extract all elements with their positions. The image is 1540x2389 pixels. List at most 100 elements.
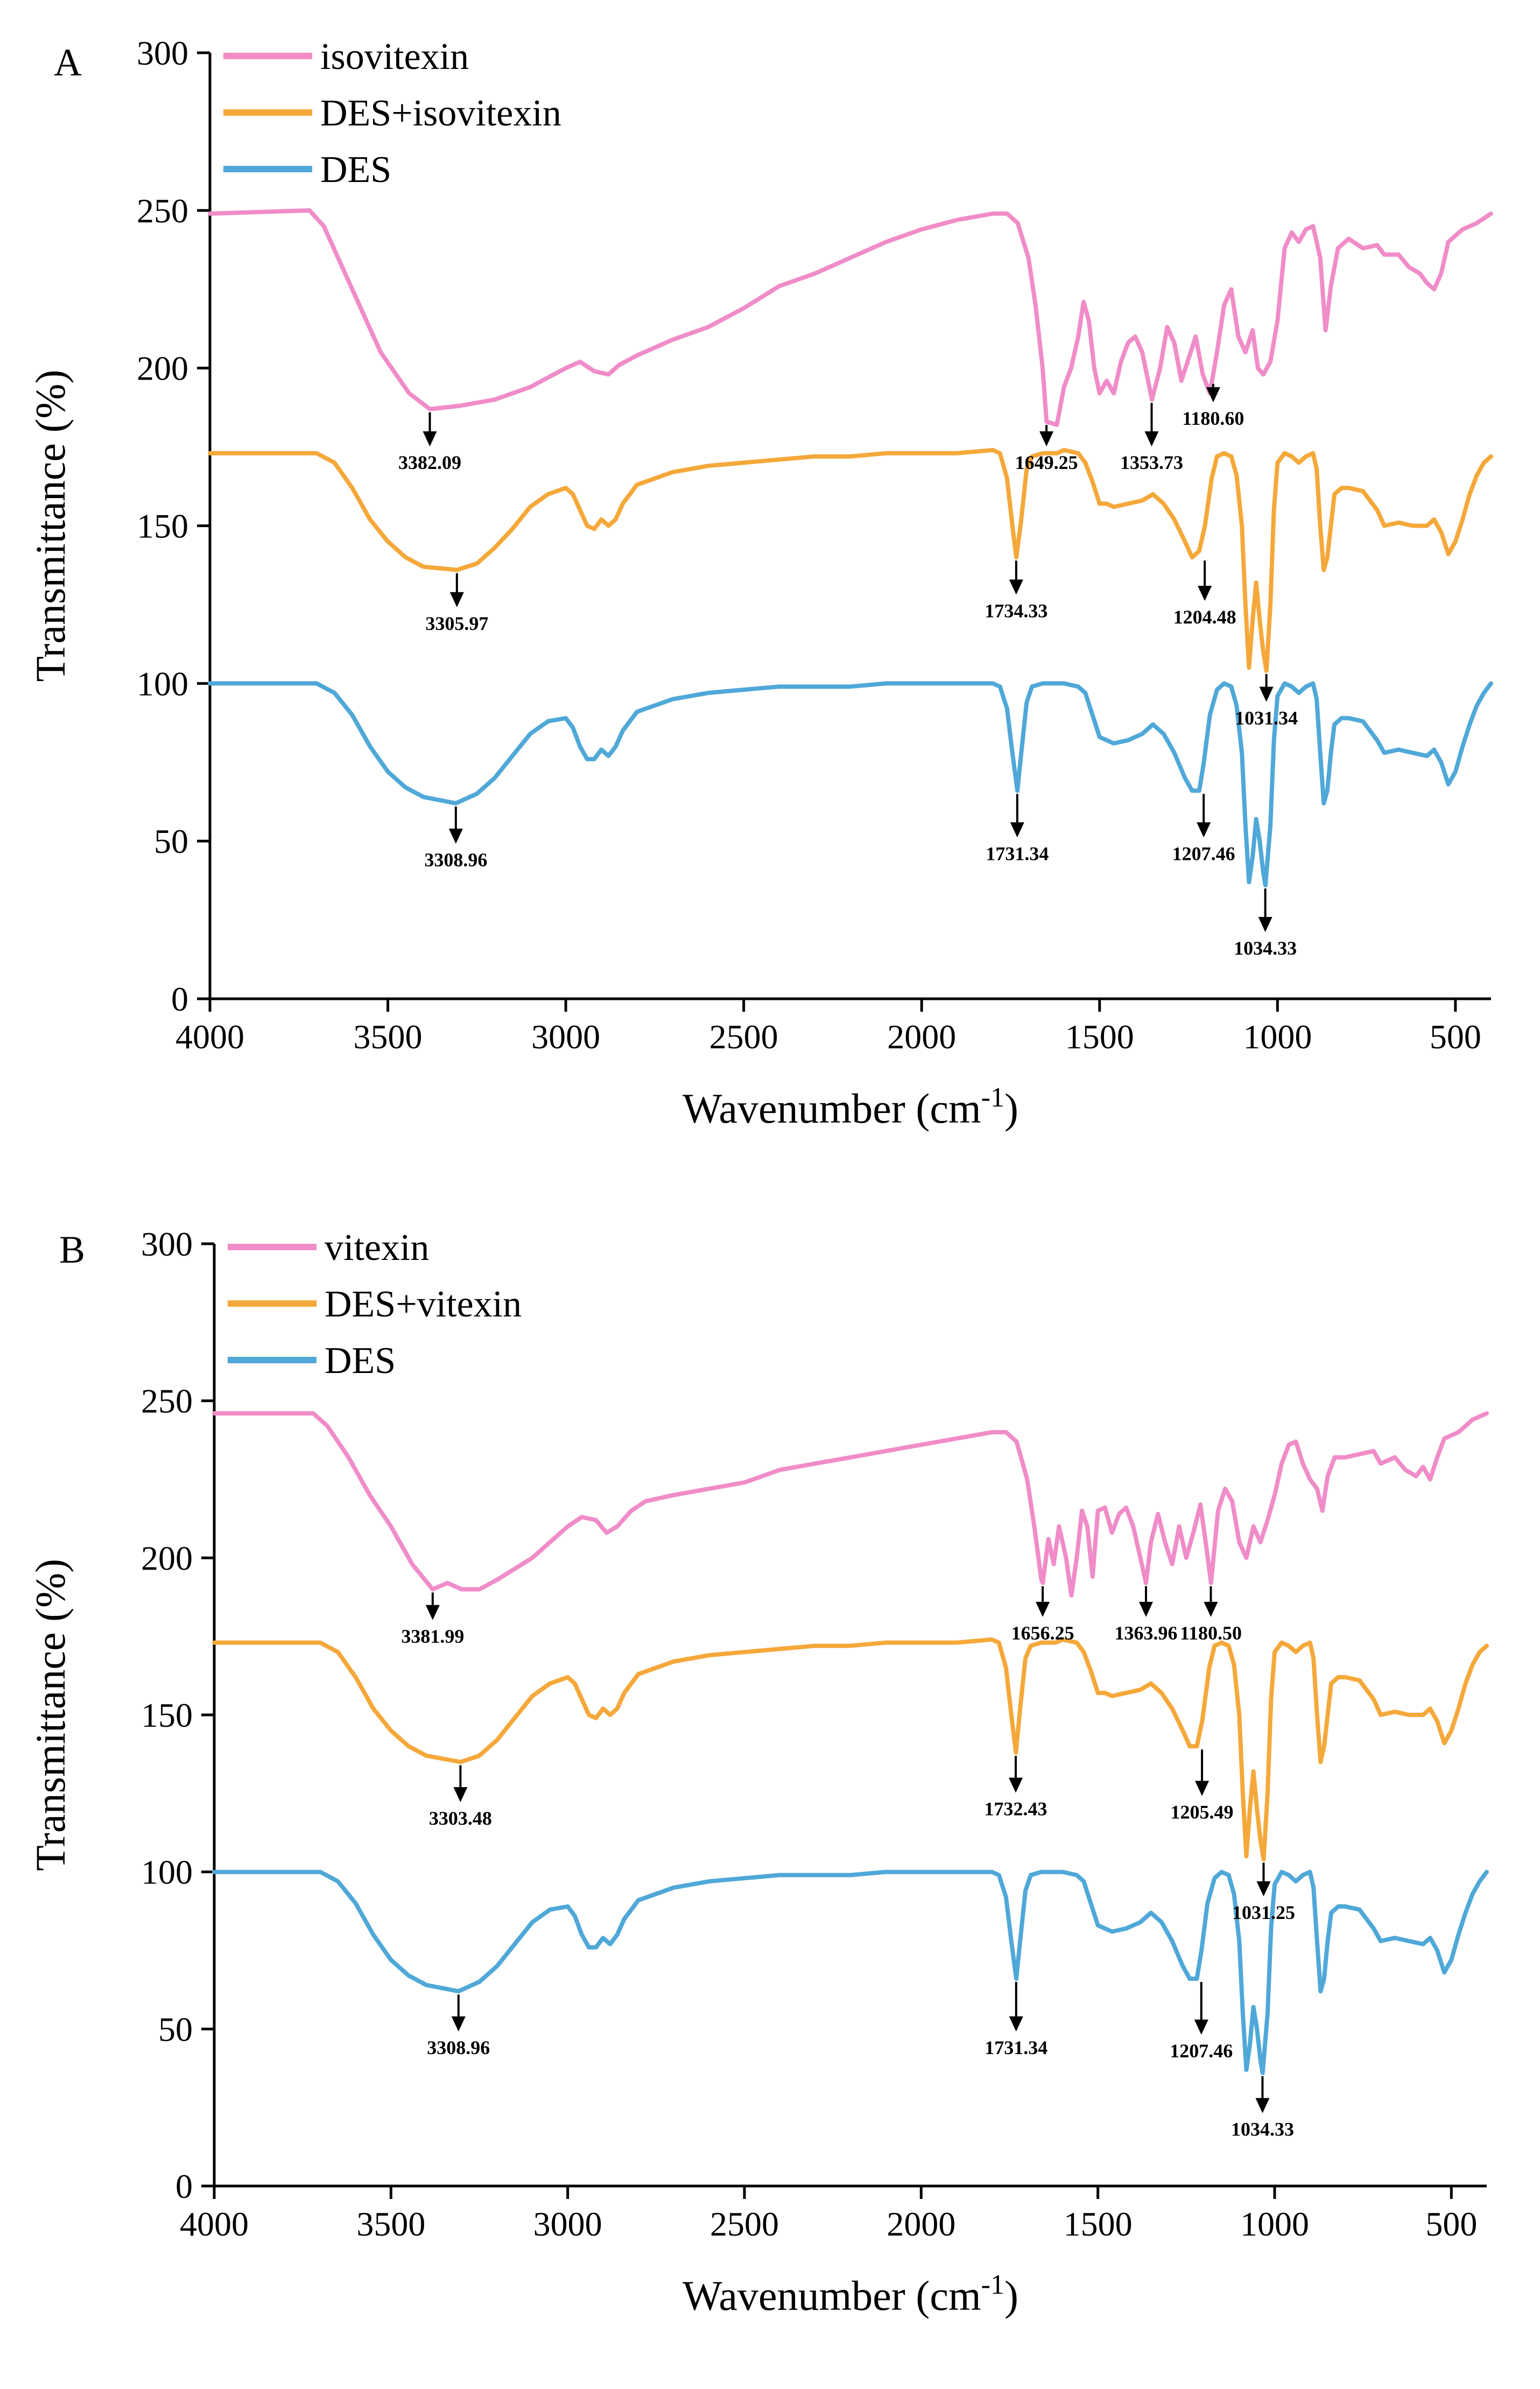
peak-label: 1363.96 <box>1114 1622 1177 1644</box>
legend-label: DES+vitexin <box>325 1284 522 1325</box>
legend-label: vitexin <box>325 1227 429 1269</box>
x-tick-label: 1500 <box>1065 1018 1134 1056</box>
peak-label: 1731.34 <box>986 843 1049 864</box>
x-tick-label: 500 <box>1430 1018 1481 1056</box>
y-tick-label: 50 <box>158 2010 193 2048</box>
chart-panel-a: A 0 50 100 150 200 250 300 4000 3500 3000 2500 2000 1… <box>27 34 1493 1132</box>
x-axis-label-close: ) <box>1004 1085 1018 1132</box>
peak-label: 1656.25 <box>1011 1622 1074 1644</box>
x-axis-label-main: Wavenumber (cm <box>683 2272 981 2319</box>
x-tick-label: 2000 <box>887 1018 956 1056</box>
series-line-des <box>212 1869 1489 2075</box>
series-line-des-vitexin <box>212 1637 1489 1862</box>
peak-arrowhead <box>1039 431 1054 447</box>
x-tick-label: 3000 <box>531 1018 600 1056</box>
y-tick-label: 250 <box>141 1382 193 1420</box>
y-tick-label: 300 <box>141 1225 193 1263</box>
x-tick-label: 4000 <box>175 1018 244 1056</box>
series-line-vitexin <box>212 1411 1489 1598</box>
peak-arrowhead <box>451 2016 466 2031</box>
x-tick-label: 3500 <box>354 1018 423 1056</box>
peak-arrowhead <box>1195 1781 1210 1796</box>
peak-label: 1180.60 <box>1182 408 1244 429</box>
peak-arrowhead <box>448 829 463 844</box>
peak-arrowhead <box>423 431 437 447</box>
peak-arrowhead <box>1144 431 1159 447</box>
x-tick-label: 2000 <box>887 2205 955 2243</box>
peak-arrowhead <box>1010 822 1024 838</box>
peak-arrowhead <box>1138 1602 1153 1617</box>
peak-arrowhead <box>1009 1777 1023 1793</box>
y-tick-label: 150 <box>137 507 188 545</box>
peak-label: 1734.33 <box>985 600 1047 621</box>
peak-label: 1649.25 <box>1015 452 1078 473</box>
x-tick-label: 1500 <box>1064 2205 1133 2243</box>
peak-arrowhead <box>1256 1881 1271 1897</box>
legend-label: DES <box>320 149 391 191</box>
peak-label: 1031.25 <box>1232 1902 1295 1923</box>
peak-label: 3381.99 <box>401 1626 464 1647</box>
y-axis-label: Transmittance (%) <box>27 1559 74 1871</box>
y-tick-label: 50 <box>154 822 188 860</box>
x-axis-label: Wavenumber (cm-1) <box>683 1082 1018 1132</box>
peak-label: 1031.34 <box>1235 707 1298 728</box>
peak-label: 1207.46 <box>1172 843 1235 864</box>
x-axis-label-close: ) <box>1004 2272 1018 2319</box>
peak-label: 3308.96 <box>427 2037 490 2058</box>
y-tick-label: 250 <box>137 192 188 230</box>
peak-label: 1034.33 <box>1234 937 1297 959</box>
peak-arrowhead <box>1197 822 1211 838</box>
peak-arrowhead <box>449 592 464 607</box>
axes <box>208 53 1491 1000</box>
legend-label: isovitexin <box>320 36 469 78</box>
panel-letter: B <box>59 1228 85 1271</box>
series-line-des-isovitexin <box>208 447 1493 673</box>
chart-panel-b: B 0 50 100 150 200 250 300 4000 3500 3000 2500 2000 1… <box>27 1225 1489 2319</box>
y-tick-label: 0 <box>175 2167 193 2205</box>
peak-arrowhead <box>425 1605 440 1620</box>
peak-label: 1034.33 <box>1231 2119 1294 2140</box>
y-tick-label: 100 <box>137 664 188 703</box>
panel-letter: A <box>54 41 82 84</box>
x-axis-label-sup: -1 <box>981 2269 1004 2300</box>
peak-arrowhead <box>1204 1602 1218 1617</box>
series-line-isovitexin <box>208 208 1493 428</box>
y-tick-label: 100 <box>141 1853 193 1891</box>
x-axis-label-sup: -1 <box>981 1082 1004 1113</box>
x-tick-label: 500 <box>1425 2205 1477 2243</box>
peak-label: 3382.09 <box>398 452 461 473</box>
x-tick-label: 1000 <box>1243 1018 1312 1056</box>
y-tick-label: 200 <box>137 349 188 388</box>
x-axis-label-main: Wavenumber (cm <box>683 1085 981 1132</box>
peak-arrowhead <box>1258 917 1272 933</box>
peak-label: 3308.96 <box>424 849 487 871</box>
peak-arrowhead <box>1206 387 1220 403</box>
x-tick-label: 2500 <box>710 2205 779 2243</box>
peak-label: 1353.73 <box>1120 452 1183 473</box>
peak-arrowhead <box>1194 2019 1208 2035</box>
x-tick-label: 3500 <box>356 2205 425 2243</box>
x-tick-label: 4000 <box>180 2205 249 2243</box>
y-axis-label: Transmittance (%) <box>27 370 74 682</box>
peak-label: 1204.48 <box>1173 606 1236 628</box>
y-tick-label: 300 <box>137 34 188 72</box>
peak-label: 1207.46 <box>1170 2040 1233 2062</box>
peak-label: 1732.43 <box>985 1798 1047 1820</box>
peak-label: 1180.50 <box>1180 1622 1242 1644</box>
peak-arrowhead <box>1255 2098 1270 2113</box>
legend-label: DES <box>325 1340 396 1382</box>
x-axis-label: Wavenumber (cm-1) <box>683 2269 1018 2319</box>
series-line-des <box>208 681 1493 888</box>
peak-label: 3303.48 <box>429 1807 492 1829</box>
y-tick-label: 200 <box>141 1539 193 1577</box>
peak-arrowhead <box>453 1787 468 1803</box>
x-tick-label: 2500 <box>709 1018 778 1056</box>
x-tick-label: 1000 <box>1240 2205 1309 2243</box>
axes <box>213 1244 1487 2188</box>
peak-arrowhead <box>1259 686 1274 702</box>
peak-label: 1731.34 <box>985 2037 1047 2058</box>
peak-arrowhead <box>1009 579 1023 595</box>
legend-label: DES+isovitexin <box>320 93 561 134</box>
x-tick-label: 3000 <box>533 2205 602 2243</box>
